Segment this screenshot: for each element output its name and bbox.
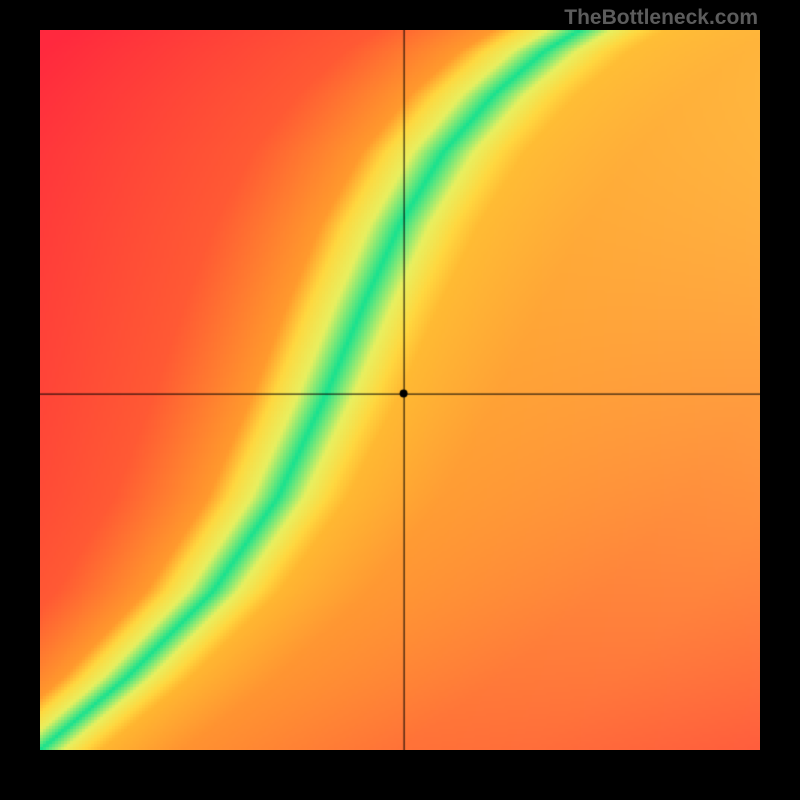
watermark-text: TheBottleneck.com: [564, 6, 758, 30]
bottleneck-heatmap: [40, 30, 760, 750]
